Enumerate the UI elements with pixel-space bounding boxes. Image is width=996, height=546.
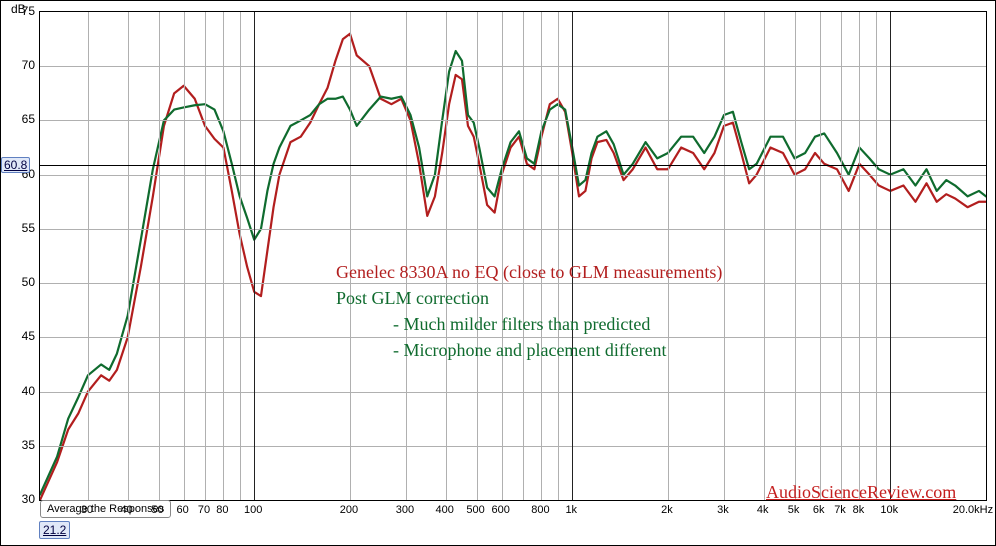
grid-line-h <box>40 392 986 393</box>
grid-line-v <box>128 12 129 500</box>
x-tick-label: 3k <box>717 504 729 516</box>
grid-line-h <box>40 66 986 67</box>
annotation-text: - Much milder filters than predicted <box>393 314 650 335</box>
x-tick-label: 500 <box>466 504 484 516</box>
grid-line-v <box>859 12 860 500</box>
grid-line-v-major <box>254 12 255 500</box>
grid-line-v <box>240 12 241 500</box>
chart-container: dB Average the Responses 303540455055606… <box>0 0 996 546</box>
grid-line-v <box>502 12 503 500</box>
grid-line-v <box>724 12 725 500</box>
x-tick-label: 600 <box>492 504 510 516</box>
grid-line-v <box>159 12 160 500</box>
grid-line-v <box>841 12 842 500</box>
x-tick-label: 5k <box>788 504 800 516</box>
x-tick-label: 800 <box>531 504 549 516</box>
x-tick-label: 400 <box>436 504 454 516</box>
x-tick-label: 10k <box>880 504 898 516</box>
y-tick-label: 70 <box>5 58 35 72</box>
grid-line-h <box>40 120 986 121</box>
grid-line-v-major <box>890 12 891 500</box>
grid-line-v <box>350 12 351 500</box>
x-tick-label: 70 <box>198 504 210 516</box>
x-tick-label: 1k <box>565 504 577 516</box>
curves-svg <box>40 12 986 500</box>
x-tick-label: 8k <box>853 504 865 516</box>
x-tick-label: 60 <box>177 504 189 516</box>
grid-line-h <box>40 229 986 230</box>
grid-line-v <box>184 12 185 500</box>
grid-line-v <box>668 12 669 500</box>
x-tick-label: 40 <box>121 504 133 516</box>
x-tick-label: 2k <box>661 504 673 516</box>
x-tick-label: 50 <box>151 504 163 516</box>
grid-line-v <box>820 12 821 500</box>
y-tick-label: 65 <box>5 112 35 126</box>
x-tick-label: 20.0kHz <box>953 504 993 516</box>
grid-line-v <box>406 12 407 500</box>
x-tick-label: 80 <box>216 504 228 516</box>
cursor-line <box>39 165 987 166</box>
y-tick-label: 40 <box>5 384 35 398</box>
plot-area <box>39 11 987 501</box>
grid-line-h <box>40 446 986 447</box>
grid-line-v <box>541 12 542 500</box>
x-tick-label: 6k <box>813 504 825 516</box>
y-tick-label: 45 <box>5 329 35 343</box>
x-tick-label: 100 <box>244 504 262 516</box>
grid-line-v <box>764 12 765 500</box>
grid-line-h <box>40 175 986 176</box>
grid-line-v <box>446 12 447 500</box>
grid-line-v <box>477 12 478 500</box>
annotation-text: - Microphone and placement different <box>393 340 667 361</box>
grid-line-v <box>558 12 559 500</box>
grid-line-h <box>40 283 986 284</box>
grid-line-v <box>795 12 796 500</box>
watermark-link[interactable]: AudioScienceReview.com <box>766 482 956 503</box>
grid-line-v <box>223 12 224 500</box>
x-tick-label: 300 <box>396 504 414 516</box>
x-tick-label: 4k <box>757 504 769 516</box>
grid-line-v <box>205 12 206 500</box>
x-tick-label: 7k <box>834 504 846 516</box>
y-tick-label: 75 <box>5 4 35 18</box>
y-tick-label: 30 <box>5 492 35 506</box>
grid-line-v <box>523 12 524 500</box>
y-tick-label: 55 <box>5 221 35 235</box>
grid-line-h <box>40 337 986 338</box>
cursor-y-value[interactable]: 60.8 <box>1 157 30 173</box>
annotation-text: Post GLM correction <box>336 288 489 309</box>
grid-line-v-major <box>572 12 573 500</box>
x-tick-label: 200 <box>340 504 358 516</box>
grid-line-v <box>876 12 877 500</box>
y-tick-label: 50 <box>5 275 35 289</box>
grid-line-v <box>88 12 89 500</box>
y-tick-label: 35 <box>5 438 35 452</box>
cursor-x-value[interactable]: 21.2 <box>39 521 70 539</box>
annotation-text: Genelec 8330A no EQ (close to GLM measur… <box>336 262 722 283</box>
x-tick-label: 30 <box>81 504 93 516</box>
